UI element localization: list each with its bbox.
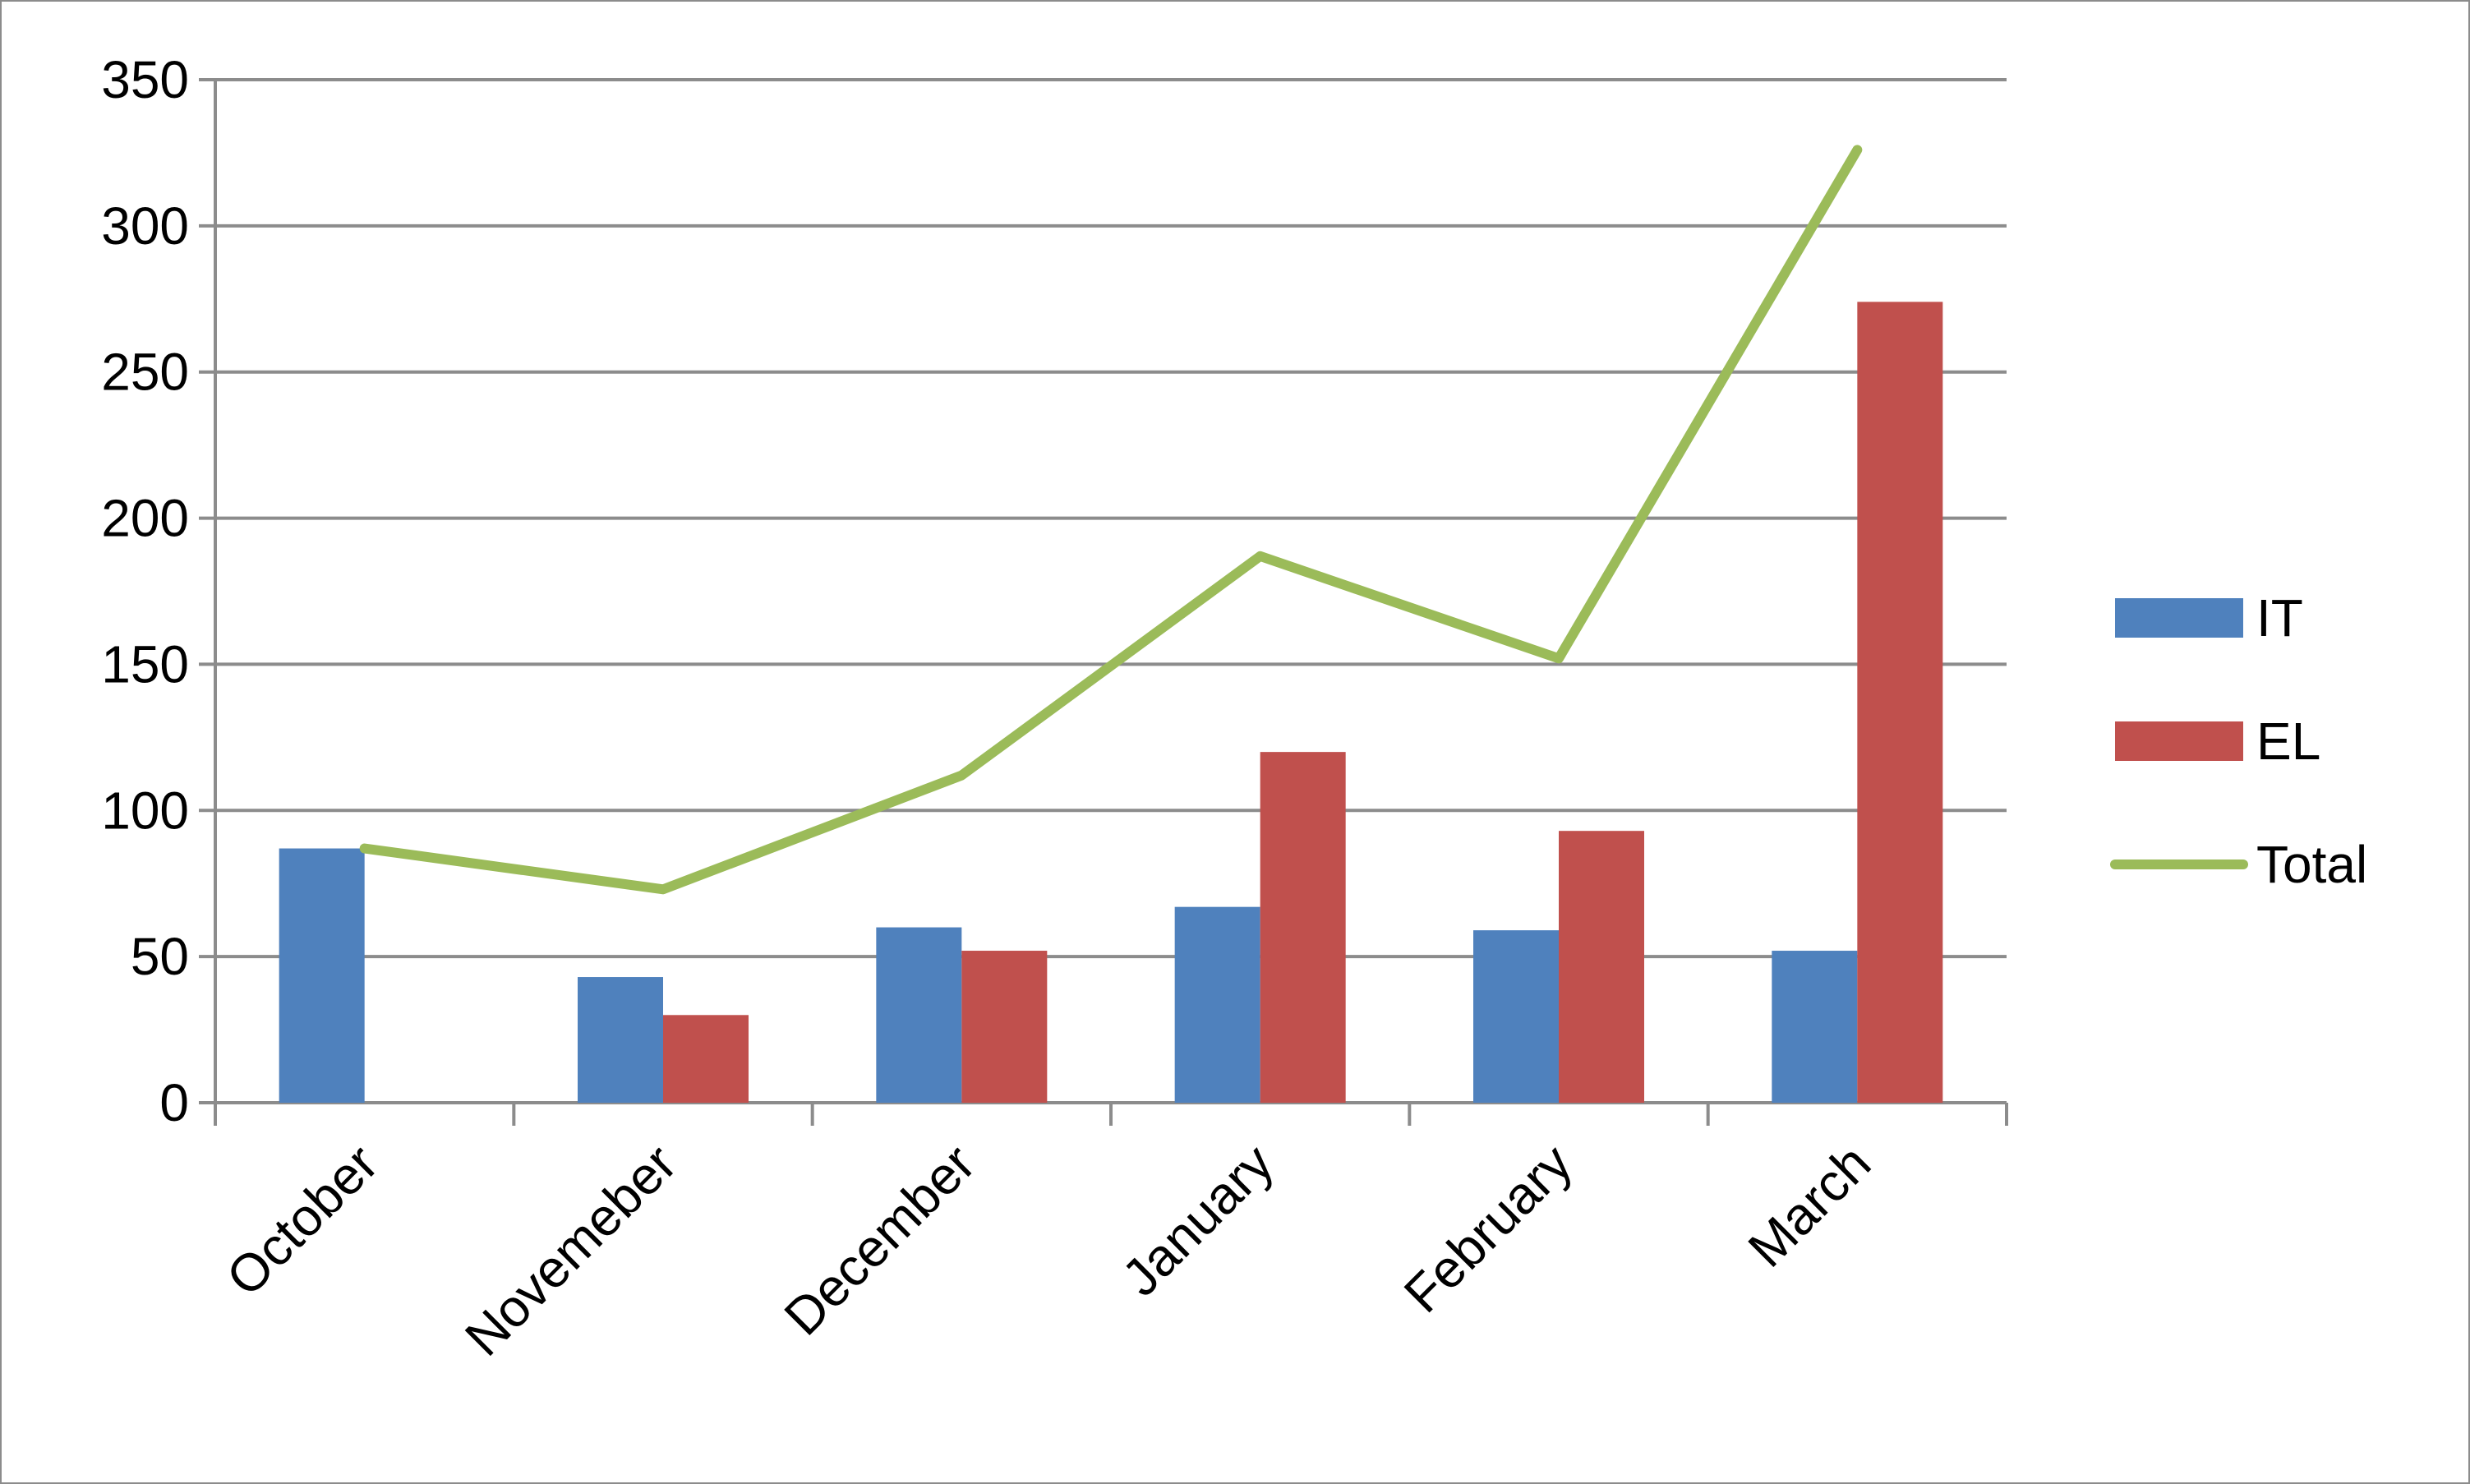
x-tick-label: October <box>215 1133 389 1307</box>
bar-it-october <box>279 848 365 1103</box>
bar-series <box>279 302 1943 1103</box>
bar-el-december <box>961 951 1048 1103</box>
legend-label: Total <box>2256 835 2367 894</box>
legend-item-total: Total <box>2110 835 2367 894</box>
bar-it-december <box>876 927 962 1103</box>
bar-el-february <box>1559 831 1644 1103</box>
y-tick-label: 350 <box>101 50 189 109</box>
x-tick-label: December <box>773 1133 987 1347</box>
x-tick-label: February <box>1393 1133 1583 1324</box>
y-tick-label: 150 <box>101 634 189 694</box>
y-tick-label: 300 <box>101 196 189 256</box>
bar-el-january <box>1260 752 1346 1103</box>
legend-label: IT <box>2256 588 2303 648</box>
bar-it-novemeber <box>578 977 663 1103</box>
gridlines <box>215 78 2007 959</box>
legend-label: EL <box>2256 712 2320 771</box>
axes <box>199 78 2008 1126</box>
x-axis-tick-labels: October Novemeber December January February M… <box>215 1133 1882 1367</box>
legend-item-el: EL <box>2115 712 2320 771</box>
y-tick-label: 0 <box>159 1073 189 1132</box>
x-tick-label: January <box>1111 1133 1285 1307</box>
legend-swatch <box>2115 721 2243 761</box>
y-tick-label: 50 <box>131 927 189 986</box>
y-tick-label: 200 <box>101 489 189 548</box>
line-series <box>359 145 1863 895</box>
line-total <box>359 145 1863 895</box>
x-tick-label: March <box>1737 1133 1882 1279</box>
legend: IT EL Total <box>2110 588 2367 894</box>
y-axis-tick-labels: 0 50 100 150 200 250 300 350 <box>101 50 189 1132</box>
x-tick-label: Novemeber <box>454 1133 688 1367</box>
bar-it-february <box>1473 930 1559 1103</box>
bar-el-march <box>1857 302 1943 1103</box>
bar-el-novemeber <box>663 1015 749 1103</box>
y-tick-label: 100 <box>101 781 189 840</box>
y-tick-label: 250 <box>101 343 189 402</box>
legend-swatch <box>2115 598 2243 638</box>
bar-it-march <box>1772 951 1858 1103</box>
legend-item-it: IT <box>2115 588 2303 648</box>
bar-it-january <box>1174 906 1260 1103</box>
